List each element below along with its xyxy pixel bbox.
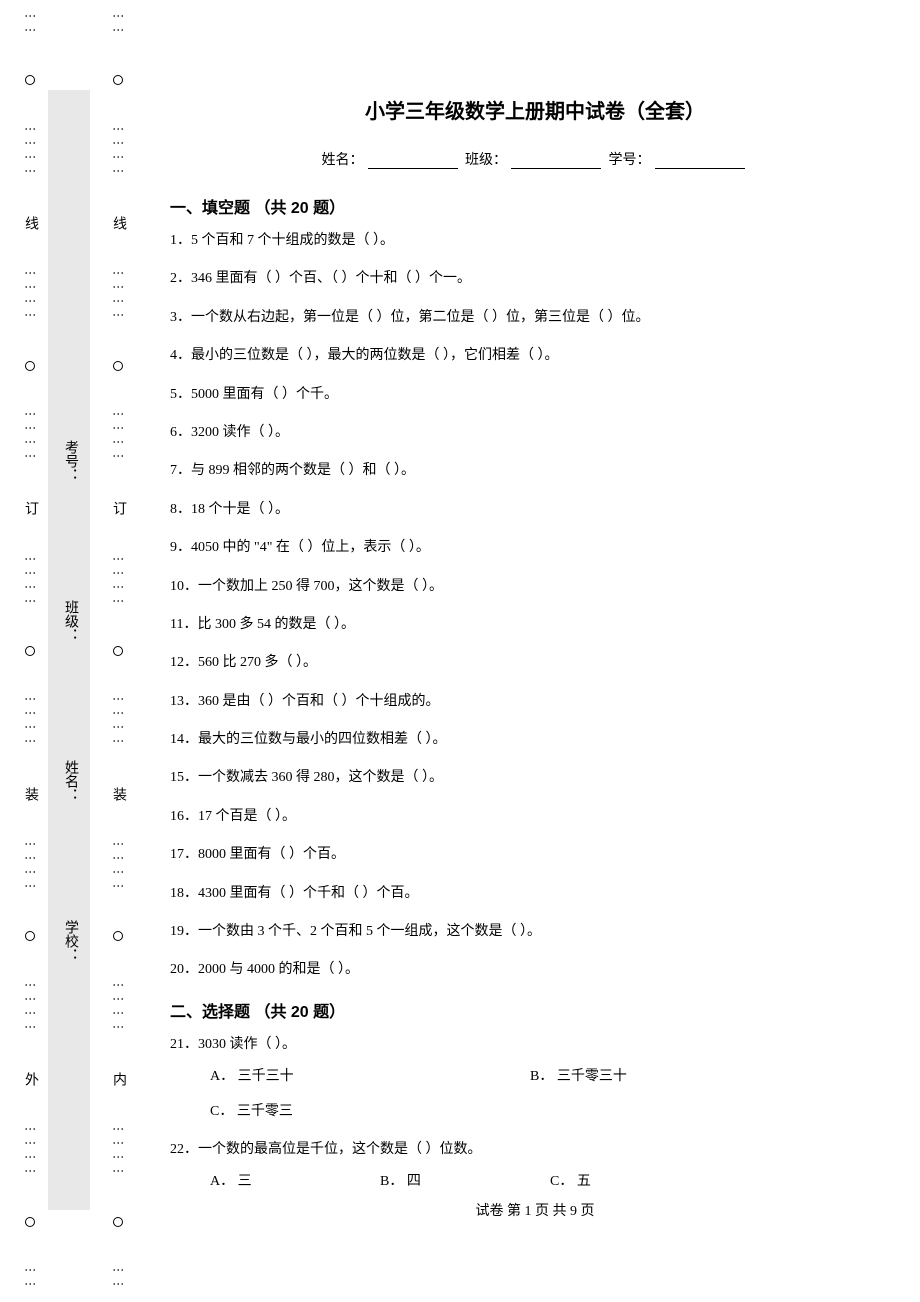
circle-mark — [113, 931, 123, 941]
dots: ⋮⋮⋮⋮ — [23, 267, 38, 323]
option-b: B． 三千零三十 — [530, 1066, 627, 1088]
dots: ⋮⋮⋮⋮ — [111, 267, 126, 323]
dots: ⋮⋮ — [23, 1264, 38, 1292]
page-title: 小学三年级数学上册期中试卷（全套） — [170, 95, 900, 124]
option-a: A． 三千三十 — [210, 1066, 530, 1088]
grey-strip — [48, 90, 90, 1210]
dots: ⋮⋮⋮⋮ — [111, 553, 126, 609]
dots: ⋮⋮⋮⋮ — [23, 1123, 38, 1179]
margin-char-line: 线 — [108, 216, 128, 230]
margin-char-line: 线 — [20, 216, 40, 230]
dots: ⋮⋮⋮⋮ — [111, 838, 126, 894]
question-options: A． 三 B． 四 C． 五 — [210, 1171, 900, 1193]
circle-mark — [25, 1217, 35, 1227]
name-label: 姓名： — [322, 153, 364, 168]
circle-mark — [113, 361, 123, 371]
margin-field-exam-id: 考号： — [60, 440, 80, 482]
dots: ⋮⋮ — [111, 1264, 126, 1292]
question-item: 15．一个数减去 360 得 280，这个数是（ ）。 — [170, 767, 900, 789]
margin-field-school: 学校： — [60, 920, 80, 962]
class-blank[interactable] — [511, 168, 601, 169]
section2-header: 二、选择题 （共 20 题） — [170, 998, 900, 1022]
id-label: 学号： — [609, 153, 651, 168]
question-item: 11．比 300 多 54 的数是（ ）。 — [170, 614, 900, 636]
margin-char-ding: 订 — [108, 501, 128, 515]
margin-field-class: 班级： — [60, 600, 80, 642]
question-item: 13．360 是由（ ）个百和（ ）个十组成的。 — [170, 691, 900, 713]
option-c: C． 五 — [550, 1171, 591, 1193]
dots: ⋮⋮⋮⋮ — [111, 1123, 126, 1179]
question-22: 22．一个数的最高位是千位，这个数是（ ）位数。 A． 三 B． 四 C． 五 — [170, 1139, 900, 1194]
dots: ⋮⋮⋮⋮ — [111, 693, 126, 749]
circle-mark — [113, 1217, 123, 1227]
question-text: 21．3030 读作（ ）。 — [170, 1034, 900, 1056]
question-21: 21．3030 读作（ ）。 A． 三千三十 B． 三千零三十 C． 三千零三 — [170, 1034, 900, 1123]
student-info-line: 姓名： 班级： 学号： — [170, 149, 900, 169]
section1-questions: 1．5 个百和 7 个十组成的数是（ ）。 2．346 里面有（ ）个百、（ ）… — [170, 230, 900, 982]
option-c: C． 三千零三 — [210, 1101, 293, 1123]
inner-dotted-column: ⋮⋮ ⋮⋮⋮⋮ 线 ⋮⋮⋮⋮ ⋮⋮⋮⋮ 订 ⋮⋮⋮⋮ ⋮⋮⋮⋮ 装 ⋮⋮⋮⋮ ⋮… — [108, 0, 128, 1302]
binding-margin: ⋮⋮ ⋮⋮⋮⋮ 线 ⋮⋮⋮⋮ ⋮⋮⋮⋮ 订 ⋮⋮⋮⋮ ⋮⋮⋮⋮ 装 ⋮⋮⋮⋮ ⋮… — [0, 0, 170, 1302]
dots: ⋮⋮ — [111, 10, 126, 38]
option-b: B． 四 — [380, 1171, 550, 1193]
outer-dotted-column: ⋮⋮ ⋮⋮⋮⋮ 线 ⋮⋮⋮⋮ ⋮⋮⋮⋮ 订 ⋮⋮⋮⋮ ⋮⋮⋮⋮ 装 ⋮⋮⋮⋮ ⋮… — [20, 0, 40, 1302]
page-footer: 试卷 第 1 页 共 9 页 — [170, 1200, 900, 1220]
margin-char-nei: 内 — [108, 1072, 128, 1086]
circle-mark — [113, 75, 123, 85]
name-blank[interactable] — [368, 168, 458, 169]
section1-header: 一、填空题 （共 20 题） — [170, 194, 900, 218]
dots: ⋮⋮⋮⋮ — [23, 408, 38, 464]
question-options: A． 三千三十 B． 三千零三十 C． 三千零三 — [210, 1066, 900, 1123]
dots: ⋮⋮⋮⋮ — [111, 408, 126, 464]
margin-char-zhuang: 装 — [108, 787, 128, 801]
dots: ⋮⋮⋮⋮ — [23, 553, 38, 609]
question-item: 19．一个数由 3 个千、2 个百和 5 个一组成，这个数是（ ）。 — [170, 921, 900, 943]
question-item: 18．4300 里面有（ ）个千和（ ）个百。 — [170, 883, 900, 905]
id-blank[interactable] — [655, 168, 745, 169]
dots: ⋮⋮⋮⋮ — [111, 123, 126, 179]
dots: ⋮⋮⋮⋮ — [23, 693, 38, 749]
question-item: 9．4050 中的 "4" 在（ ）位上，表示（ ）。 — [170, 537, 900, 559]
circle-mark — [25, 75, 35, 85]
dots: ⋮⋮⋮⋮ — [111, 979, 126, 1035]
question-item: 10．一个数加上 250 得 700，这个数是（ ）。 — [170, 576, 900, 598]
circle-mark — [113, 646, 123, 656]
dots: ⋮⋮⋮⋮ — [23, 123, 38, 179]
question-item: 5．5000 里面有（ ）个千。 — [170, 384, 900, 406]
circle-mark — [25, 361, 35, 371]
dots: ⋮⋮⋮⋮ — [23, 838, 38, 894]
dots: ⋮⋮ — [23, 10, 38, 38]
dots: ⋮⋮⋮⋮ — [23, 979, 38, 1035]
question-item: 12．560 比 270 多（ ）。 — [170, 652, 900, 674]
question-item: 8．18 个十是（ ）。 — [170, 499, 900, 521]
option-a: A． 三 — [210, 1171, 380, 1193]
question-text: 22．一个数的最高位是千位，这个数是（ ）位数。 — [170, 1139, 900, 1161]
question-item: 14．最大的三位数与最小的四位数相差（ ）。 — [170, 729, 900, 751]
circle-mark — [25, 931, 35, 941]
content-area: 小学三年级数学上册期中试卷（全套） 姓名： 班级： 学号： 一、填空题 （共 2… — [170, 95, 900, 1210]
class-label: 班级： — [465, 153, 507, 168]
circle-mark — [25, 646, 35, 656]
question-item: 1．5 个百和 7 个十组成的数是（ ）。 — [170, 230, 900, 252]
question-item: 16．17 个百是（ ）。 — [170, 806, 900, 828]
margin-char-ding: 订 — [20, 501, 40, 515]
question-item: 3．一个数从右边起，第一位是（ ）位，第二位是（ ）位，第三位是（ ）位。 — [170, 307, 900, 329]
margin-field-name: 姓名： — [60, 760, 80, 802]
margin-char-wai: 外 — [20, 1072, 40, 1086]
question-item: 6．3200 读作（ ）。 — [170, 422, 900, 444]
question-item: 20．2000 与 4000 的和是（ ）。 — [170, 959, 900, 981]
margin-char-zhuang: 装 — [20, 787, 40, 801]
question-item: 2．346 里面有（ ）个百、（ ）个十和（ ）个一。 — [170, 268, 900, 290]
question-item: 4．最小的三位数是（ ），最大的两位数是（ ），它们相差（ ）。 — [170, 345, 900, 367]
question-item: 7．与 899 相邻的两个数是（ ）和（ ）。 — [170, 460, 900, 482]
question-item: 17．8000 里面有（ ）个百。 — [170, 844, 900, 866]
